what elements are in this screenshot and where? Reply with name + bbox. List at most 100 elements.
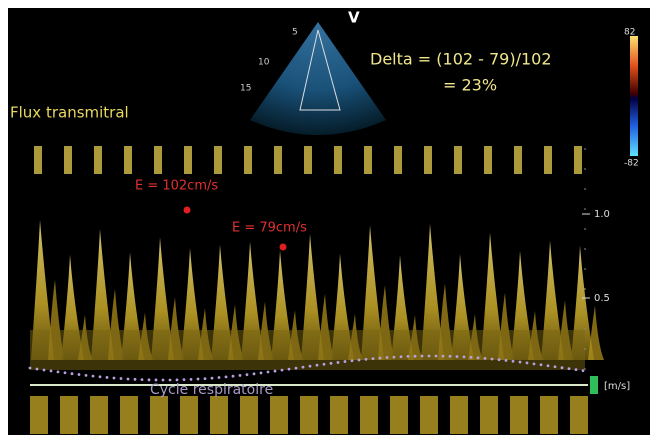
top-streak <box>364 146 372 174</box>
resp-dot <box>484 357 487 360</box>
resp-dot <box>99 375 102 378</box>
resp-dot <box>519 361 522 364</box>
bottom-streak <box>150 396 168 434</box>
resp-dot <box>505 359 508 362</box>
top-streak <box>94 146 102 174</box>
resp-dot <box>554 365 557 368</box>
fill-band <box>30 330 585 370</box>
resp-dot <box>498 358 501 361</box>
bottom-streak <box>570 396 588 434</box>
resp-dot <box>232 375 235 378</box>
resp-dot <box>106 376 109 379</box>
resp-dot <box>435 355 438 358</box>
resp-dot <box>92 375 95 378</box>
bottom-streak <box>270 396 288 434</box>
top-streak <box>334 146 342 174</box>
resp-dot <box>442 355 445 358</box>
peak-label: E = 79cm/s <box>232 221 307 236</box>
resp-dot <box>470 356 473 359</box>
resp-dot <box>372 357 375 360</box>
resp-dot <box>281 369 284 372</box>
bottom-streak <box>450 396 468 434</box>
resp-dot <box>365 358 368 361</box>
top-streak <box>424 146 432 174</box>
scale-label: 0.5 <box>594 293 610 304</box>
resp-dot <box>50 370 53 373</box>
resp-dot <box>211 377 214 380</box>
flux-label: Flux transmitral <box>10 104 129 122</box>
resp-dot <box>379 357 382 360</box>
scale-label: 1.0 <box>594 209 610 220</box>
resp-dot <box>526 362 529 365</box>
resp-dot <box>582 369 585 372</box>
resp-dot <box>456 355 459 358</box>
resp-dot <box>162 379 165 382</box>
resp-dot <box>71 372 74 375</box>
bottom-streak <box>120 396 138 434</box>
resp-dot <box>288 368 291 371</box>
top-streak <box>574 146 582 174</box>
bottom-streak <box>510 396 528 434</box>
depth-label: 5 <box>292 28 298 38</box>
resp-dot <box>337 361 340 364</box>
resp-dot <box>190 378 193 381</box>
resp-dot <box>316 364 319 367</box>
depth-label: 10 <box>258 58 270 68</box>
resp-dot <box>575 368 578 371</box>
respiratory-label: Cycle respiratoire <box>150 382 273 398</box>
top-streak <box>454 146 462 174</box>
top-streak <box>274 146 282 174</box>
delta-annotation: = 23% <box>443 76 497 95</box>
resp-dot <box>533 362 536 365</box>
top-streak <box>34 146 42 174</box>
bottom-streak <box>180 396 198 434</box>
resp-dot <box>113 377 116 380</box>
bottom-streak <box>210 396 228 434</box>
peak-dot <box>184 207 191 214</box>
resp-dot <box>309 365 312 368</box>
bottom-streak <box>540 396 558 434</box>
resp-dot <box>491 358 494 361</box>
top-streak <box>244 146 252 174</box>
bottom-streak <box>420 396 438 434</box>
resp-dot <box>43 369 46 372</box>
resp-dot <box>421 355 424 358</box>
top-streak <box>544 146 552 174</box>
resp-dot <box>561 366 564 369</box>
resp-dot <box>295 367 298 370</box>
peak-label: E = 102cm/s <box>135 179 218 194</box>
bottom-streak <box>30 396 48 434</box>
resp-dot <box>449 355 452 358</box>
top-streak <box>154 146 162 174</box>
delta-annotation: Delta = (102 - 79)/102 <box>370 50 552 69</box>
resp-dot <box>183 378 186 381</box>
resp-dot <box>477 356 480 359</box>
resp-dot <box>512 360 515 363</box>
resp-dot <box>260 372 263 375</box>
sector-marker: V <box>348 9 360 27</box>
resp-dot <box>127 378 130 381</box>
top-streak <box>124 146 132 174</box>
resp-dot <box>407 355 410 358</box>
resp-dot <box>141 378 144 381</box>
ultrasound-screenshot: V 5 10 15 Delta = (102 - 79)/102 = 23% F… <box>0 0 658 443</box>
resp-dot <box>386 356 389 359</box>
resp-dot <box>134 378 137 381</box>
top-streak <box>64 146 72 174</box>
resp-dot <box>155 379 158 382</box>
color-bar <box>630 36 638 156</box>
resp-dot <box>400 355 403 358</box>
resp-dot <box>64 371 67 374</box>
resp-dot <box>351 359 354 362</box>
bottom-streak <box>240 396 258 434</box>
resp-dot <box>204 377 207 380</box>
bottom-streak <box>360 396 378 434</box>
top-streak <box>184 146 192 174</box>
top-streak <box>514 146 522 174</box>
peak-dot <box>280 244 287 251</box>
bottom-streak <box>480 396 498 434</box>
resp-dot <box>344 360 347 363</box>
resp-dot <box>358 359 361 362</box>
unit-label: [m/s] <box>604 381 630 392</box>
resp-dot <box>547 364 550 367</box>
